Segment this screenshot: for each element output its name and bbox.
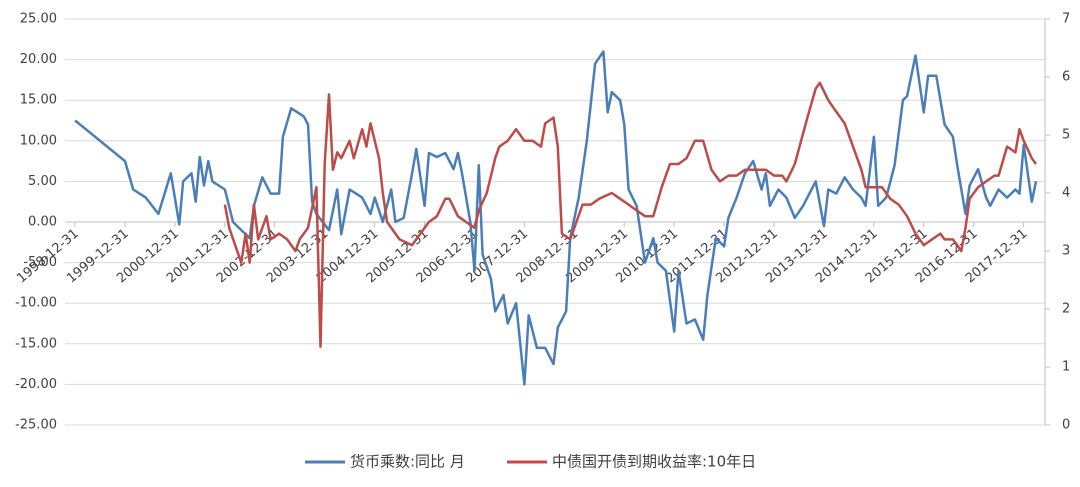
y2-tick-label: 0: [1062, 418, 1070, 433]
y-tick-label: 10.00: [20, 133, 57, 148]
series-line: [223, 81, 1038, 348]
legend-label: 中债国开债到期收益率:10年日: [552, 453, 756, 471]
y2-tick-label: 7: [1062, 12, 1070, 27]
y-tick-label: -5.00: [23, 255, 57, 270]
y2-tick-label: 1: [1062, 360, 1070, 375]
y-tick-label: 25.00: [20, 12, 57, 27]
y2-tick-label: 5: [1062, 128, 1070, 143]
y2-tick-label: 3: [1062, 244, 1070, 259]
y-tick-label: 20.00: [20, 52, 57, 67]
y-tick-label: -10.00: [15, 296, 57, 311]
series-line: [74, 50, 1038, 386]
y-tick-label: -15.00: [15, 336, 57, 351]
y-tick-label: 0.00: [28, 215, 57, 230]
legend-label: 货币乘数:同比 月: [350, 453, 465, 471]
y-tick-label: 5.00: [28, 174, 57, 189]
y-tick-label: -25.00: [15, 418, 57, 433]
y2-tick-label: 4: [1062, 186, 1070, 201]
y-tick-label: -20.00: [15, 377, 57, 392]
y-tick-label: 15.00: [20, 93, 57, 108]
y2-tick-label: 2: [1062, 302, 1070, 317]
y2-tick-label: 6: [1062, 70, 1070, 85]
